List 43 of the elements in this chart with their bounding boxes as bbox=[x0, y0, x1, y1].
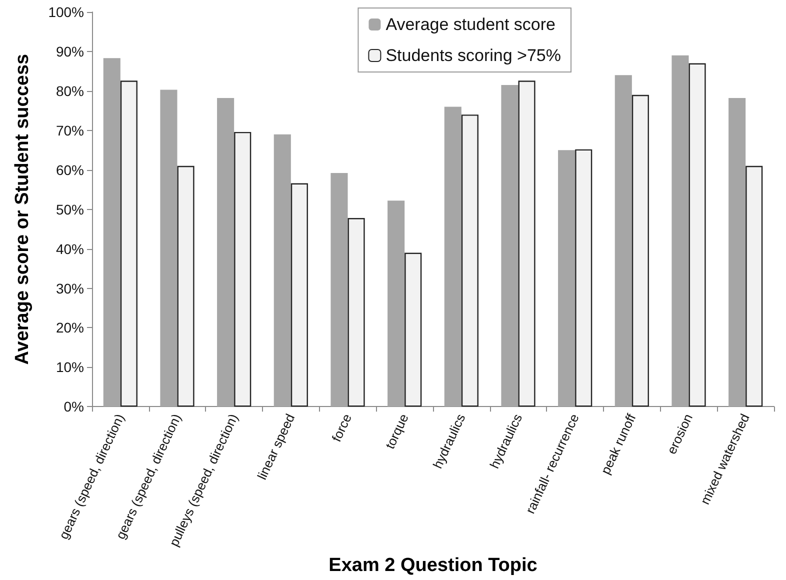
bar bbox=[461, 114, 478, 407]
bar bbox=[444, 106, 462, 407]
bar bbox=[501, 85, 518, 407]
x-axis-title: Exam 2 Question Topic bbox=[328, 555, 538, 576]
y-tick-label: 10% bbox=[56, 359, 84, 376]
bar bbox=[688, 63, 706, 407]
bar bbox=[388, 200, 405, 407]
y-tick-label: 20% bbox=[56, 320, 84, 336]
bar bbox=[728, 98, 746, 407]
y-tick-label: 100% bbox=[48, 4, 84, 20]
bar bbox=[558, 150, 576, 407]
bar bbox=[217, 98, 234, 407]
y-tick-label: 70% bbox=[56, 122, 84, 138]
x-tick-label: linear speed bbox=[254, 411, 298, 482]
y-tick-label: 30% bbox=[56, 280, 84, 296]
bar bbox=[177, 166, 194, 407]
bar bbox=[672, 55, 689, 407]
y-axis-title: Average score or Student success bbox=[12, 54, 33, 365]
y-tick-label: 60% bbox=[56, 162, 84, 178]
y-tick-label: 0% bbox=[64, 398, 84, 415]
y-tick-label: 80% bbox=[56, 82, 84, 99]
bar bbox=[404, 252, 422, 407]
bar bbox=[234, 132, 252, 407]
legend-label: Students scoring >75% bbox=[386, 46, 562, 65]
y-tick-label: 40% bbox=[56, 240, 84, 257]
bar bbox=[160, 90, 178, 407]
legend-label: Average student score bbox=[386, 15, 556, 34]
bar bbox=[274, 134, 291, 407]
bar bbox=[103, 58, 120, 407]
x-tick-label: force bbox=[328, 411, 355, 444]
bar bbox=[290, 183, 308, 407]
bar bbox=[120, 80, 138, 407]
y-tick-label: 50% bbox=[56, 201, 84, 218]
bar bbox=[330, 173, 348, 407]
x-tick-label: torque bbox=[382, 411, 412, 452]
bar bbox=[348, 218, 365, 407]
bar bbox=[518, 80, 536, 407]
bar bbox=[575, 149, 592, 407]
bar bbox=[614, 75, 632, 407]
bar bbox=[632, 94, 649, 407]
x-tick-label: peak runoff bbox=[598, 411, 639, 476]
bar bbox=[746, 166, 763, 407]
y-tick-label: 90% bbox=[56, 43, 84, 60]
